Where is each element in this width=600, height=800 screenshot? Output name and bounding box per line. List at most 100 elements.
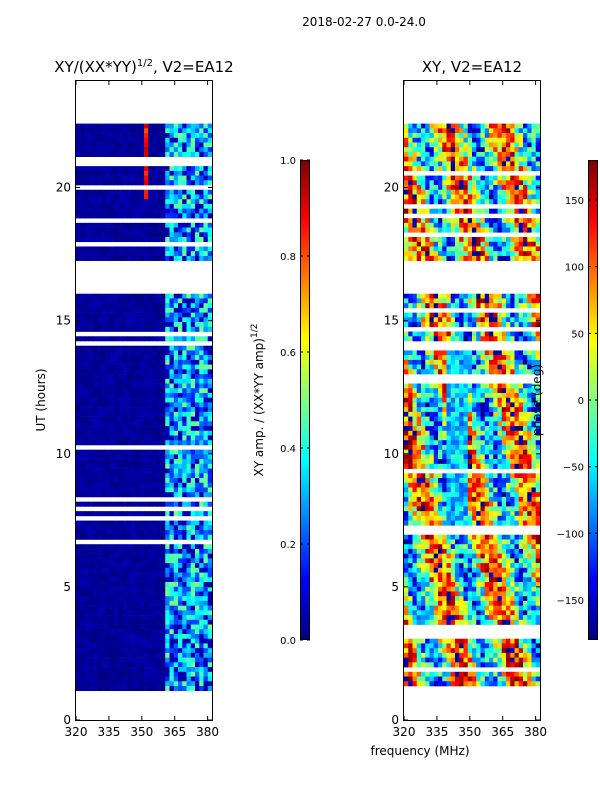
heatmap-cell (186, 652, 192, 658)
heatmap-cell (122, 634, 128, 640)
heatmap-cell (84, 440, 90, 446)
heatmap-cell (412, 355, 418, 361)
heatmap-cell (148, 667, 153, 673)
heatmap-cell (489, 317, 494, 323)
heatmap-cell (510, 407, 515, 413)
heatmap-cell (199, 662, 204, 668)
heatmap-cell (101, 151, 107, 157)
heatmap-cell (408, 331, 413, 337)
heatmap-cell (84, 133, 90, 139)
heatmap-cell (139, 520, 145, 526)
heatmap-cell (523, 336, 528, 342)
heatmap-cell (493, 364, 498, 370)
heatmap-cell (122, 657, 128, 663)
heatmap-cell (127, 676, 132, 682)
heatmap-cell (84, 199, 90, 205)
heatmap-cell (190, 350, 196, 356)
heatmap-cell (416, 312, 422, 318)
heatmap-cell (105, 175, 111, 181)
heatmap-cell (88, 416, 94, 422)
heatmap-cell (514, 128, 520, 134)
heatmap-cell (518, 411, 524, 417)
heatmap-cell (450, 255, 456, 261)
heatmap-cell (88, 345, 94, 351)
heatmap-cell (203, 487, 209, 493)
heatmap-cell (114, 534, 119, 540)
heatmap-cell (450, 194, 456, 200)
heatmap-cell (178, 629, 183, 635)
heatmap-cell (118, 133, 124, 139)
heatmap-cell (527, 180, 532, 186)
heatmap-cell (207, 199, 213, 205)
heatmap-cell (531, 185, 537, 191)
heatmap-cell (88, 563, 94, 569)
heatmap-cell (476, 298, 481, 304)
heatmap-cell (190, 232, 196, 238)
heatmap-cell (178, 208, 183, 214)
heatmap-cell (186, 619, 192, 625)
heatmap-cell (433, 227, 439, 233)
heatmap-cell (186, 147, 192, 153)
heatmap-cell (523, 180, 528, 186)
heatmap-cell (131, 199, 136, 205)
heatmap-cell (493, 407, 498, 413)
heatmap-cell (523, 166, 528, 172)
heatmap-cell (84, 317, 90, 323)
heatmap-cell (173, 251, 179, 257)
heatmap-cell (195, 685, 200, 692)
heatmap-cell (144, 251, 149, 257)
heatmap-cell (493, 241, 498, 247)
heatmap-cell (459, 449, 464, 455)
heatmap-cell (178, 317, 183, 323)
heatmap-cell (84, 525, 90, 531)
heatmap-cell (173, 582, 179, 588)
heatmap-cell (463, 355, 469, 361)
heatmap-cell (199, 246, 204, 252)
heatmap-cell (182, 553, 187, 559)
heatmap-cell (438, 430, 443, 436)
heatmap-cell (122, 435, 128, 441)
heatmap-cell (156, 317, 162, 323)
heatmap-cell (93, 600, 98, 606)
heatmap-cell (173, 586, 179, 592)
heatmap-cell (195, 307, 200, 313)
heatmap-cell (152, 577, 158, 583)
heatmap-cell (518, 298, 524, 304)
heatmap-cell (190, 123, 196, 129)
heatmap-cell (463, 430, 469, 436)
heatmap-cell (207, 303, 213, 309)
heatmap-cell (76, 624, 81, 630)
heatmap-cell (76, 189, 81, 195)
heatmap-cell (169, 520, 175, 526)
heatmap-cell (148, 411, 153, 417)
heatmap-cell (412, 222, 418, 228)
heatmap-cell (480, 350, 486, 356)
heatmap-cell (165, 558, 170, 564)
heatmap-cell (506, 383, 511, 389)
heatmap-cell (421, 350, 426, 356)
heatmap-cell (404, 237, 409, 243)
heatmap-cell (139, 478, 145, 484)
heatmap-cell (433, 430, 439, 436)
heatmap-cell (118, 237, 124, 243)
heatmap-cell (195, 175, 200, 181)
heatmap-cell (114, 667, 119, 673)
heatmap-cell (84, 293, 90, 299)
heatmap-cell (463, 208, 469, 214)
heatmap-cell (131, 213, 136, 219)
heatmap-cell (152, 487, 158, 493)
heatmap-cell (135, 619, 141, 625)
heatmap-cell (442, 175, 447, 181)
heatmap-cell (139, 619, 145, 625)
heatmap-cell (497, 180, 503, 186)
heatmap-cell (156, 142, 162, 148)
heatmap-cell (114, 430, 119, 436)
heatmap-cell (182, 388, 187, 394)
heatmap-cell (531, 241, 537, 247)
heatmap-cell (523, 189, 528, 195)
heatmap-cell (178, 681, 183, 687)
heatmap-cell (97, 667, 102, 673)
heatmap-cell (156, 501, 162, 507)
heatmap-cell (173, 662, 179, 668)
heatmap-cell (110, 435, 115, 441)
